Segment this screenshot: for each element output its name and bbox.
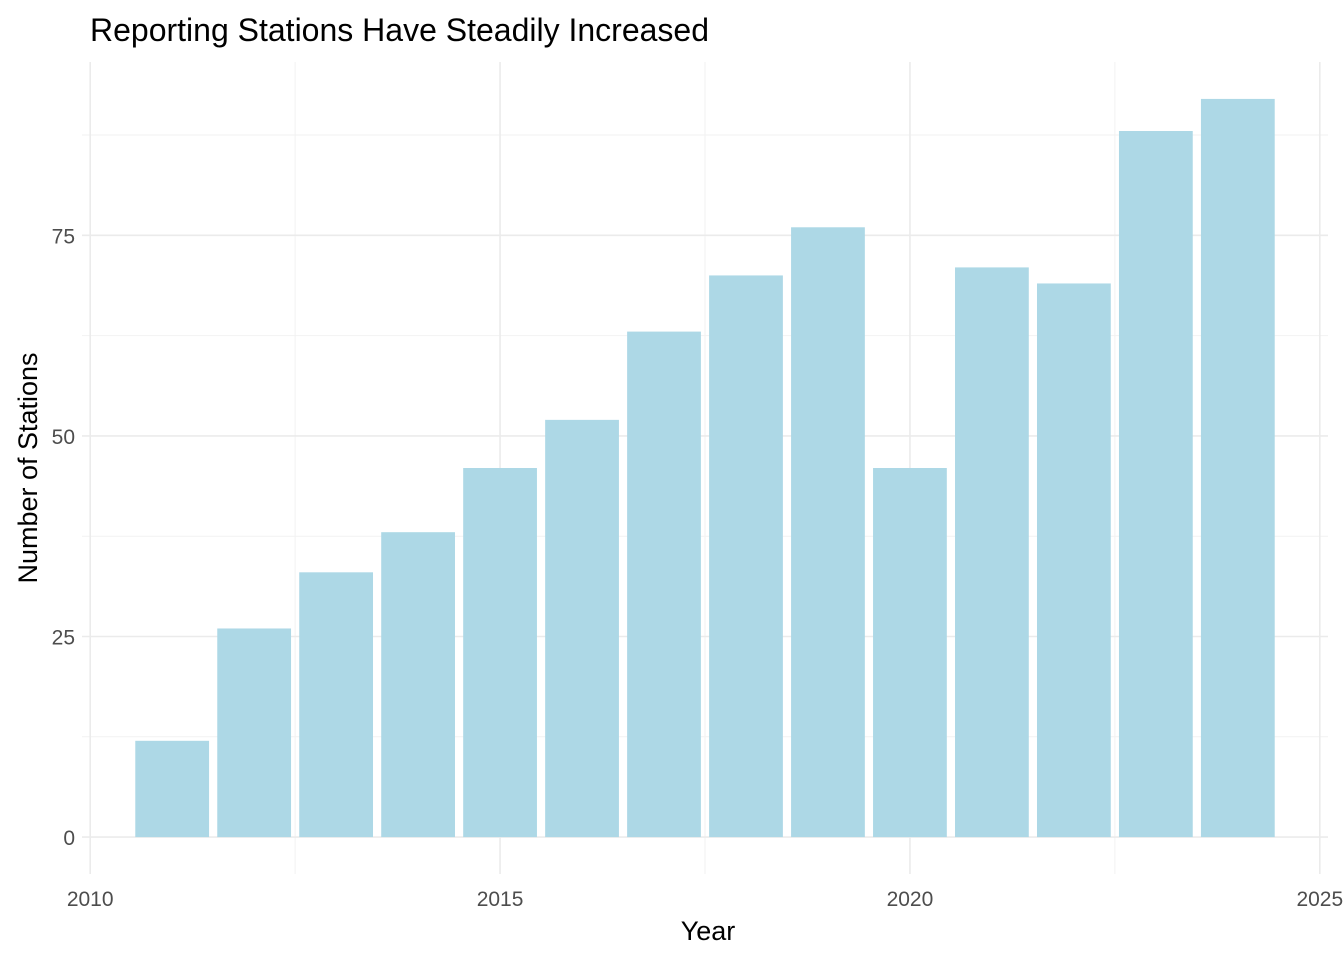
bar xyxy=(627,331,701,838)
y-axis-ticks: 0 25 50 75 xyxy=(52,225,75,850)
y-tick-label: 25 xyxy=(52,626,75,649)
x-axis-ticks: 2010 2015 2020 2025 xyxy=(67,888,1343,911)
bar xyxy=(381,532,455,838)
bar xyxy=(791,227,865,838)
y-tick-label: 0 xyxy=(63,827,75,850)
x-tick-label: 2025 xyxy=(1296,888,1343,911)
x-tick-label: 2020 xyxy=(887,888,934,911)
bar xyxy=(873,468,947,838)
bar xyxy=(1200,98,1275,838)
bar xyxy=(1118,131,1193,838)
y-tick-label: 75 xyxy=(52,225,75,248)
bar xyxy=(463,468,537,838)
bar xyxy=(135,740,210,838)
y-axis-title: Number of Stations xyxy=(13,352,43,583)
bar xyxy=(1036,283,1111,838)
x-tick-label: 2010 xyxy=(67,888,114,911)
bar xyxy=(217,628,292,838)
bar xyxy=(955,267,1029,838)
bar xyxy=(709,275,783,838)
bars xyxy=(135,98,1275,838)
chart-title: Reporting Stations Have Steadily Increas… xyxy=(90,12,709,48)
x-axis-title: Year xyxy=(681,916,736,946)
y-tick-label: 50 xyxy=(52,426,75,449)
bar xyxy=(545,419,619,838)
x-tick-label: 2015 xyxy=(477,888,524,911)
bar xyxy=(299,572,374,838)
